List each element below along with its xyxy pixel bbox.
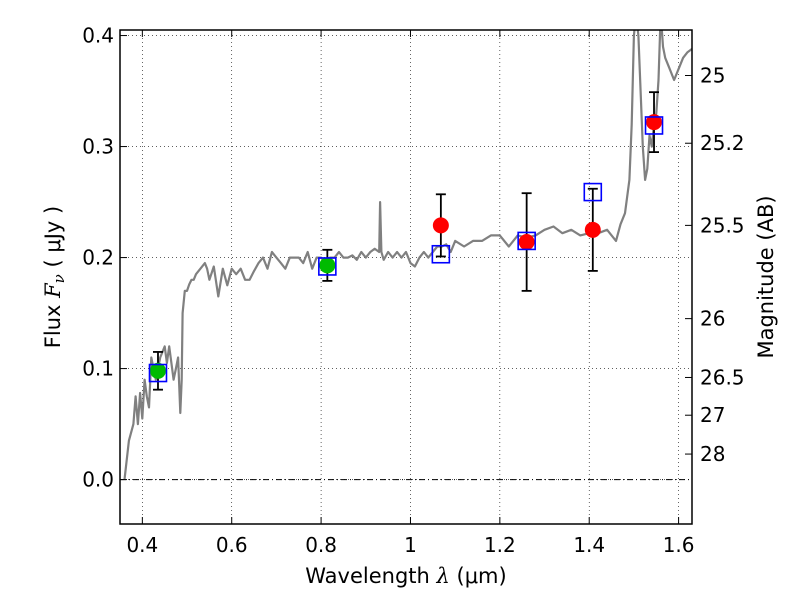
nir-photometry-point [584,221,601,238]
nir-photometry-point [646,114,663,131]
y2-axis-label: Magnitude (AB) [754,195,778,358]
x-axis-ticks: 0.4 0.6 0.8 1 1.2 1.4 1.6 [126,30,695,557]
model-photometry-square [318,257,337,276]
model-photometry-square [517,231,536,251]
y-axis-ticks: 0.0 0.1 0.2 0.3 0.4 [82,24,127,492]
x-tick-label: 0.4 [126,533,158,557]
x-axis-label: Wavelength λ (μm) [305,564,506,588]
y2-tick-label: 26.5 [700,365,745,389]
y2-tick-label: 25 [700,64,725,88]
model-photometry-square [431,244,451,264]
grid-lines [120,30,692,524]
y-tick-label: 0.4 [82,24,114,48]
y2-tick-label: 25.2 [700,131,745,155]
nir-photometry-point [432,217,449,234]
x-tick-label: 1.2 [484,533,516,557]
y2-tick-label: 25.5 [700,213,745,237]
optical-photometry-point [319,257,336,274]
x-tick-label: 1 [404,533,417,557]
nir-photometry-point [518,234,535,251]
y-tick-label: 0.3 [82,135,114,159]
photometry-points [148,91,664,391]
y-axis-label: Flux Fν ( μJy ) [41,206,68,348]
y-axis-label-unit: ( μJy ) [41,206,65,274]
y-axis-label-prefix: Flux [41,298,65,348]
model-photometry-square [644,116,664,135]
y2-axis-ticks: 25 25.2 25.5 26 26.5 27 28 [685,64,745,466]
y2-tick-label: 26 [700,307,725,331]
model-photometry-square [583,182,603,202]
y-axis-label-symbol: F [41,282,65,299]
model-photometry-square [148,363,168,383]
x-tick-label: 0.8 [305,533,337,557]
y2-tick-label: 27 [700,403,725,427]
x-axis-label-prefix: Wavelength [305,564,436,588]
x-axis-label-symbol: λ [436,564,450,588]
y2-tick-label: 28 [700,442,725,466]
y-tick-label: 0.0 [82,468,114,492]
model-spectrum-line [123,30,692,480]
x-tick-label: 1.4 [573,533,605,557]
y-axis-label-subscript: ν [50,274,68,283]
x-tick-label: 1.6 [663,533,695,557]
x-tick-label: 0.6 [216,533,248,557]
y-tick-label: 0.1 [82,357,114,381]
x-axis-label-unit: (μm) [450,564,507,588]
y-tick-label: 0.2 [82,246,114,270]
plot-frame [119,29,693,525]
optical-photometry-point [149,362,166,379]
